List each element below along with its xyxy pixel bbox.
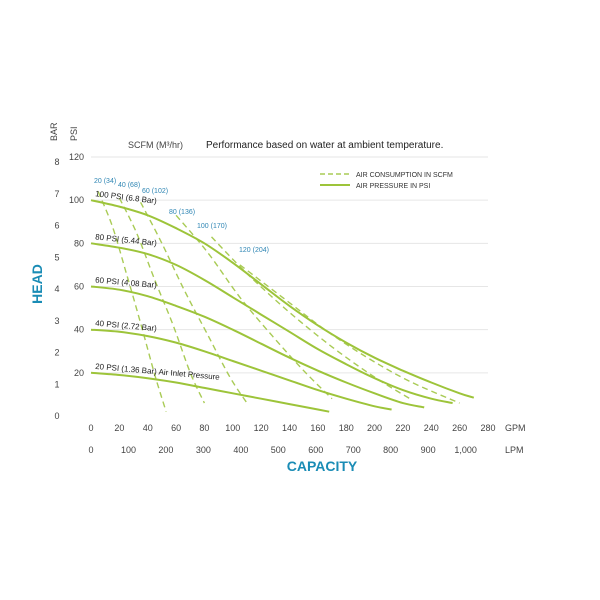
- legend: AIR CONSUMPTION IN SCFM AIR PRESSURE IN …: [320, 172, 453, 190]
- scfm-curve: [118, 197, 206, 404]
- grid-lines: [91, 156, 488, 374]
- air-pressure-curves: [90, 199, 475, 413]
- x-tick-gpm: 120: [254, 423, 269, 433]
- scfm-curve-label: 120 (204): [239, 247, 269, 254]
- y-tick-bar: 5: [54, 252, 59, 262]
- x-tick-lpm: 400: [233, 445, 248, 455]
- x-unit-lpm: LPM: [505, 445, 524, 455]
- pressure-curve: [90, 328, 392, 411]
- x-tick-lpm: 600: [308, 445, 323, 455]
- scfm-curve: [239, 264, 460, 404]
- y-tick-bar: 3: [54, 316, 59, 326]
- x-tick-lpm: 0: [88, 445, 93, 455]
- y-tick-bar: 0: [54, 411, 59, 421]
- y-unit-psi: PSI: [69, 126, 79, 141]
- pressure-curve: [90, 371, 330, 413]
- x-tick-gpm: 280: [480, 423, 495, 433]
- x-tick-lpm: 900: [421, 445, 436, 455]
- x-tick-lpm: 800: [383, 445, 398, 455]
- pressure-curve: [90, 199, 475, 399]
- x-tick-gpm: 40: [143, 423, 153, 433]
- y-tick-psi: 120: [69, 152, 84, 162]
- pressure-curve: [90, 242, 453, 405]
- x-tick-lpm: 300: [196, 445, 211, 455]
- legend-solid-label: AIR PRESSURE IN PSI: [356, 183, 430, 190]
- x-tick-gpm: 20: [114, 423, 124, 433]
- x-axis-title: CAPACITY: [287, 458, 358, 474]
- x-tick-lpm: 700: [346, 445, 361, 455]
- y-tick-bar: 6: [54, 221, 59, 231]
- x-tick-gpm: 200: [367, 423, 382, 433]
- x-tick-gpm: 0: [88, 423, 93, 433]
- x-tick-lpm: 100: [121, 445, 136, 455]
- x-tick-gpm: 80: [199, 423, 209, 433]
- scfm-curve-label: 40 (68): [118, 182, 140, 189]
- legend-dashed-label: AIR CONSUMPTION IN SCFM: [356, 172, 453, 179]
- scfm-curve-label: 100 (170): [197, 223, 227, 230]
- scfm-header: SCFM (M³/hr): [128, 140, 183, 150]
- y-axis-title: HEAD: [29, 264, 45, 304]
- x-tick-gpm: 100: [225, 423, 240, 433]
- x-tick-gpm: 220: [395, 423, 410, 433]
- x-tick-gpm: 140: [282, 423, 297, 433]
- x-tick-gpm: 160: [310, 423, 325, 433]
- y-unit-bar: BAR: [49, 122, 59, 141]
- x-tick-gpm: 180: [339, 423, 354, 433]
- x-tick-gpm: 60: [171, 423, 181, 433]
- scfm-curve-label: 20 (34): [94, 178, 116, 185]
- x-tick-lpm: 1,000: [454, 445, 477, 455]
- x-tick-lpm: 500: [271, 445, 286, 455]
- y-tick-bar: 8: [54, 157, 59, 167]
- y-tick-bar: 4: [54, 284, 59, 294]
- y-tick-psi: 80: [74, 238, 84, 248]
- y-tick-psi: 20: [74, 368, 84, 378]
- y-tick-psi: 60: [74, 282, 84, 292]
- x-tick-gpm: 240: [424, 423, 439, 433]
- scfm-curve-label: 80 (136): [169, 209, 195, 216]
- scfm-curve-label: 60 (102): [142, 188, 168, 195]
- y-tick-bar: 1: [54, 379, 59, 389]
- scfm-curve: [97, 191, 167, 412]
- x-tick-gpm: 260: [452, 423, 467, 433]
- y-axis-ticks: 20 40 60 80 100 120 0 1 2 3 4 5 6 7 8: [54, 152, 84, 421]
- y-tick-bar: 7: [54, 189, 59, 199]
- y-tick-psi: 40: [74, 325, 84, 335]
- x-axis-ticks: 0 20 40 60 80 100 120 140 160 180 200 220 240 260 280 0…: [88, 423, 495, 455]
- y-tick-psi: 100: [69, 195, 84, 205]
- curve-labels: 20 (34)40 (68)60 (102) 80 (136)100 (170) 1…: [94, 178, 269, 382]
- y-tick-bar: 2: [54, 348, 59, 358]
- x-unit-gpm: GPM: [505, 423, 526, 433]
- scfm-curve: [210, 236, 411, 400]
- chart-title: Performance based on water at ambient te…: [206, 140, 443, 151]
- pressure-curve: [90, 285, 425, 409]
- x-tick-lpm: 200: [158, 445, 173, 455]
- scfm-curve: [175, 214, 333, 400]
